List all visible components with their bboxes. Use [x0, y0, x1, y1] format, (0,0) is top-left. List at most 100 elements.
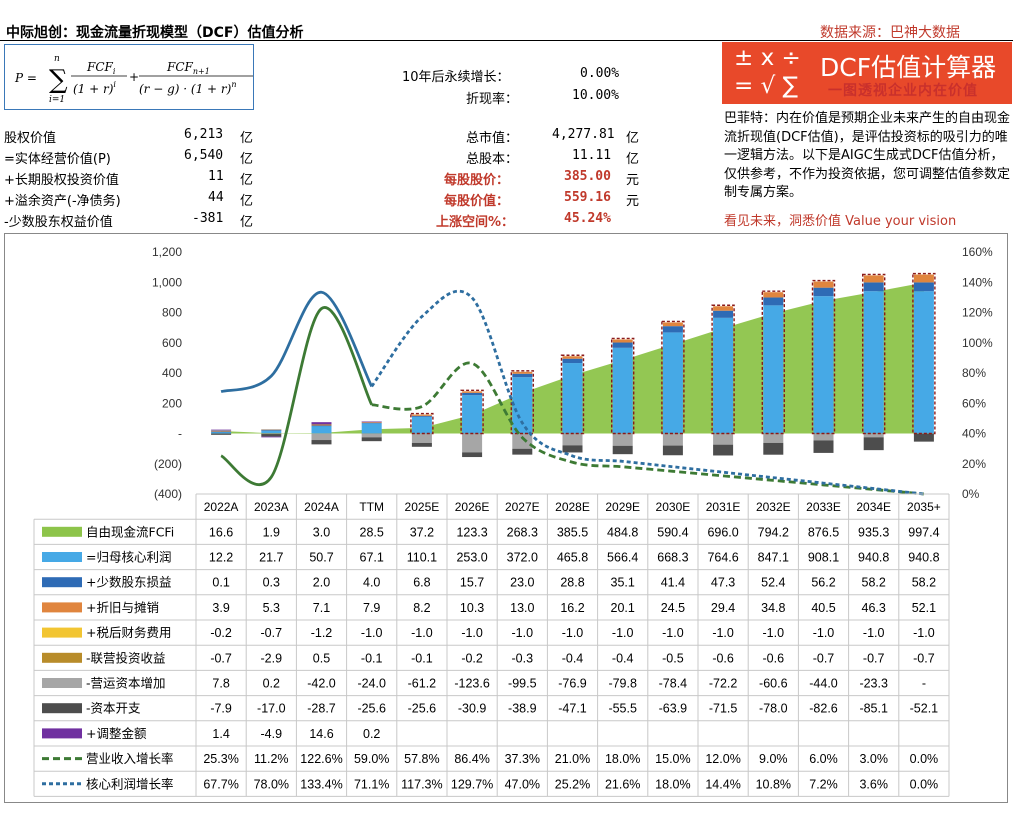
bar-segment [462, 392, 483, 396]
share-price-label: 每股股价： [444, 173, 510, 188]
logo-symbols-top: ± x ÷ [734, 45, 801, 71]
table-cell: 935.3 [858, 525, 889, 539]
forecast-outline [912, 272, 936, 435]
bar-segment [361, 437, 382, 442]
bar-segment [211, 433, 232, 435]
bar-segment [863, 437, 884, 451]
y-left-tick-label: 200 [162, 396, 182, 410]
minority-interest-label: -少数股东权益价值 [4, 215, 113, 230]
y-right-tick-label: 40% [962, 427, 986, 441]
bar-segment [763, 297, 784, 306]
bar-segment [261, 433, 282, 435]
legend-label: =归母核心利润 [86, 550, 171, 565]
profit-growth-line [220, 290, 373, 393]
logo-subtitle: 一图透视企业内在价值 [828, 83, 978, 99]
table-cell: 59.0% [354, 752, 389, 766]
bar-segment [311, 422, 332, 425]
table-cell: 253.0 [456, 551, 487, 565]
svg-text:+: + [129, 70, 139, 84]
x-tick-label: 2028E [555, 500, 590, 514]
chart-frame [4, 233, 1008, 803]
math-symbols-icon: ± x ÷ = √ ∑ [734, 44, 801, 100]
bar-segment [462, 452, 483, 458]
table-cell: 71.1% [354, 777, 389, 791]
enterprise-value-number: 6,540 [184, 148, 224, 163]
table-cell: 3.0% [859, 752, 888, 766]
y-right-tick-label: 20% [962, 457, 986, 471]
table-cell: -0.4 [562, 651, 584, 665]
table-cell: -1.2 [311, 626, 333, 640]
dcf-calculator-logo [722, 42, 1012, 104]
legend-swatch [42, 728, 82, 739]
legend-label: 营业收入增长率 [86, 751, 174, 766]
bar-segment [863, 282, 884, 292]
surplus-assets-label: +溢余资产(-净债务) [4, 194, 121, 209]
bar-segment [863, 275, 884, 283]
table-cell: 7.1 [313, 601, 330, 615]
legend-label: 自由现金流FCFi [86, 524, 174, 539]
table-cell: 268.3 [507, 525, 538, 539]
table-cell: -0.1 [361, 651, 383, 665]
table-cell: 24.5 [661, 601, 685, 615]
table-cell: 764.6 [707, 551, 738, 565]
fcf-area [221, 282, 924, 434]
legend-label: -营运资本增加 [86, 676, 166, 691]
share-value-value: 559.16 [564, 190, 611, 205]
legend-swatch [42, 678, 82, 688]
table-cell: 2.0 [313, 576, 330, 590]
y-left-tick-label: - [178, 427, 182, 441]
table-cell: 997.4 [908, 525, 939, 539]
minority-interest-unit: 亿 [240, 215, 254, 230]
discount-rate-label: 折现率： [466, 92, 519, 107]
table-cell: 41.4 [661, 576, 685, 590]
table-cell: -44.0 [809, 677, 838, 691]
table-cell: 123.3 [456, 525, 487, 539]
table-cell: 6.0% [809, 752, 838, 766]
forecast-outline [761, 290, 785, 435]
table-cell: 0.3 [263, 576, 280, 590]
svg-text:FCFi: FCFi [86, 60, 116, 76]
bar-segment [411, 442, 432, 447]
svg-text:i=1: i=1 [49, 95, 65, 105]
logo-title: DCF估值计算器 [820, 53, 997, 82]
table-cell: -1.0 [361, 626, 383, 640]
lt-equity-investment-label: +长期股权投资价值 [4, 173, 119, 188]
table-cell: -63.9 [659, 702, 688, 716]
table-cell: -0.6 [763, 651, 785, 665]
upside-label: 上涨空间%： [436, 215, 515, 230]
bar-segment [361, 421, 382, 423]
bar-segment [662, 332, 683, 434]
table-cell: 46.3 [862, 601, 886, 615]
market-cap-unit: 亿 [626, 131, 640, 146]
table-cell: 15.7 [460, 576, 484, 590]
table-cell: -1.0 [863, 626, 885, 640]
bar-segment [261, 430, 282, 431]
page-title: 中际旭创：现金流量折现模型（DCF）估值分析 [6, 25, 304, 41]
bar-segment [863, 433, 884, 438]
table-cell: -1.0 [612, 626, 634, 640]
table-cell: -0.2 [461, 651, 483, 665]
bar-segment [562, 363, 583, 434]
table-cell: 21.7 [259, 551, 283, 565]
table-cell: 18.0% [605, 752, 640, 766]
table-cell: -0.5 [662, 651, 684, 665]
table-cell: -0.7 [913, 651, 935, 665]
table-cell: 794.2 [758, 525, 789, 539]
table-cell: 18.0% [655, 777, 690, 791]
table-cell: 58.2 [912, 576, 936, 590]
table-cell: 847.1 [758, 551, 789, 565]
bar-segment [411, 433, 432, 443]
table-cell: 37.3% [505, 752, 540, 766]
table-cell: -1.0 [913, 626, 935, 640]
bar-segment [261, 430, 282, 434]
table-cell: -0.7 [813, 651, 835, 665]
table-cell: -78.0 [759, 702, 788, 716]
bar-segment [512, 371, 533, 374]
total-shares-label: 总股本： [466, 152, 519, 167]
share-price-unit: 元 [626, 173, 640, 188]
table-cell: -1.0 [411, 626, 433, 640]
bar-segment [361, 421, 382, 423]
table-cell: -85.1 [859, 702, 888, 716]
table-cell: 7.2% [809, 777, 838, 791]
dcf-formula-graphic: P = ∑ n i=1 FCFi (1 + r)i + FCFn+1 (r − … [14, 54, 253, 105]
